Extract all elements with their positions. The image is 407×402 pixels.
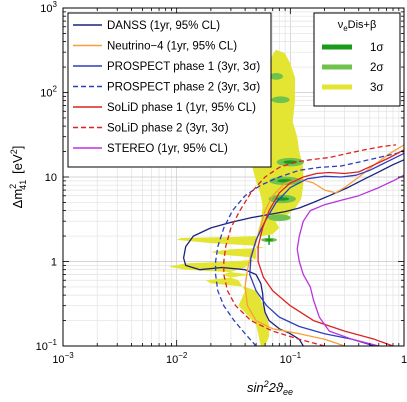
sensitivity-curves bbox=[182, 144, 404, 346]
legend-label: Neutrino−4 (1yr, 95% CL) bbox=[107, 41, 237, 53]
y-tick-label-exp: 2 bbox=[53, 85, 58, 94]
y-axis-title-sup: 2 bbox=[8, 184, 18, 189]
y-tick-label: 102 bbox=[40, 85, 57, 100]
curve-legend-box bbox=[67, 12, 272, 168]
sensitivity-curve bbox=[223, 144, 397, 346]
sensitivity-curve bbox=[257, 149, 404, 346]
x-axis-title-sup: 2 bbox=[263, 379, 269, 389]
region-legend-title-sub: e bbox=[343, 24, 348, 33]
x-axis-title: sin22ϑee bbox=[247, 379, 293, 397]
region-legend-label: 2σ bbox=[370, 62, 384, 74]
x-tick-label: 10−1 bbox=[280, 351, 302, 366]
y-axis-title-unit: [eV bbox=[10, 154, 25, 174]
x-tick-label-base: 1 bbox=[401, 354, 407, 366]
curve-legend: DANSS (1yr, 95% CL) Neutrino−4 (1yr, 95% … bbox=[67, 12, 272, 168]
region-2sigma bbox=[267, 214, 291, 222]
y-tick-label-base: 10 bbox=[40, 88, 52, 100]
x-tick-label-exp: −1 bbox=[292, 351, 302, 360]
y-tick-label-base: 10 bbox=[36, 341, 48, 353]
sensitivity-curve bbox=[244, 144, 404, 346]
region-legend-title-rest: Dis+β bbox=[348, 19, 377, 31]
region-legend-title-nu: ν bbox=[338, 19, 344, 31]
y-tick-label-base: 10 bbox=[40, 3, 52, 15]
x-tick-label-base: 10 bbox=[52, 354, 64, 366]
x-axis-title-rest: 2ϑ bbox=[268, 380, 284, 395]
region-legend-label: 3σ bbox=[370, 82, 384, 94]
x-tick-label: 10−2 bbox=[166, 351, 188, 366]
y-tick-label: 103 bbox=[40, 0, 57, 15]
region-legend-title: νeDis+β bbox=[338, 19, 377, 33]
x-axis-title-main: sin bbox=[247, 380, 264, 395]
region-2sigma bbox=[269, 73, 283, 80]
x-tick-label-exp: −2 bbox=[178, 351, 188, 360]
sensitivity-curve bbox=[182, 159, 404, 346]
y-axis-title-main: Δm bbox=[10, 189, 25, 209]
y-tick-label: 10−1 bbox=[36, 338, 58, 353]
region-legend-box bbox=[313, 12, 401, 107]
y-tick-label: 10 bbox=[45, 172, 57, 184]
x-tick-label-base: 10 bbox=[166, 354, 178, 366]
region-legend: νeDis+β 1σ 2σ 3σ bbox=[313, 12, 401, 107]
legend-label: DANSS (1yr, 95% CL) bbox=[107, 20, 220, 32]
legend-label: STEREO (1yr, 95% CL) bbox=[107, 143, 228, 155]
y-tick-label-exp: 3 bbox=[53, 0, 58, 9]
sensitivity-curve bbox=[249, 152, 404, 346]
x-axis-title-sub: ee bbox=[283, 387, 293, 397]
y-axis-title-unit-end: ] bbox=[10, 146, 25, 150]
x-tick-label-base: 10 bbox=[280, 354, 292, 366]
legend-label: SoLiD phase 1 (1yr, 95% CL) bbox=[107, 102, 256, 114]
x-tick-label-exp: −3 bbox=[65, 351, 75, 360]
x-tick-label: 10−3 bbox=[52, 351, 74, 366]
legend-label: SoLiD phase 2 (3yr, 3σ) bbox=[107, 123, 229, 135]
legend-label: PROSPECT phase 2 (3yr, 3σ) bbox=[107, 82, 260, 94]
region-2sigma bbox=[271, 96, 290, 104]
sensitivity-curve bbox=[214, 150, 404, 346]
x-tick-label: 1 bbox=[401, 354, 407, 366]
legend-label: PROSPECT phase 1 (3yr, 3σ) bbox=[107, 61, 260, 73]
y-tick-label-base: 10 bbox=[45, 172, 57, 184]
y-tick-label-base: 1 bbox=[51, 257, 57, 269]
y-axis-title-sub: 41 bbox=[18, 180, 28, 190]
region-legend-label: 1σ bbox=[370, 42, 384, 54]
y-axis-title-unit-sup: 2 bbox=[9, 149, 19, 154]
sensitivity-curve bbox=[296, 174, 404, 346]
y-axis-title: Δm241[eV2] bbox=[8, 146, 28, 209]
y-tick-label-exp: −1 bbox=[48, 338, 58, 347]
y-tick-label: 1 bbox=[51, 257, 57, 269]
